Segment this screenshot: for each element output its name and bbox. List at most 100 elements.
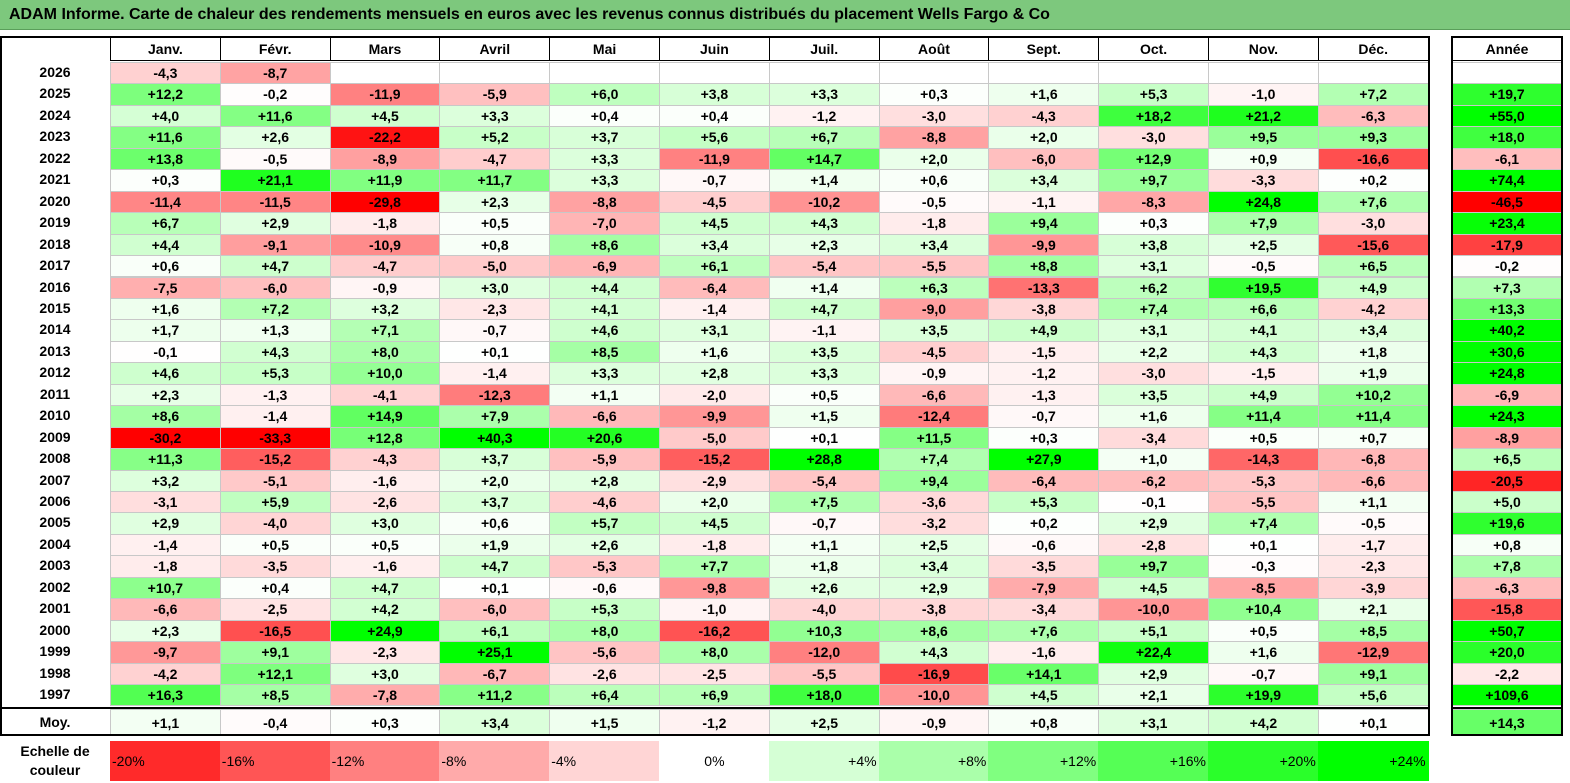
- heatmap-cell: +3,3: [549, 362, 660, 385]
- heatmap-cell: -1,2: [988, 362, 1100, 385]
- heatmap-cell: -7,8: [329, 684, 441, 707]
- heatmap-cell: +1,9: [1317, 362, 1429, 385]
- year-label: 2024: [39, 106, 71, 123]
- month-header: Juin: [659, 37, 770, 61]
- heatmap-cell: +3,2: [329, 297, 441, 321]
- heatmap-cell: -1,6: [329, 555, 441, 578]
- heatmap-cell: -1,3: [219, 383, 331, 407]
- heatmap-cell: +2,1: [1098, 684, 1209, 707]
- heatmap-cell: -12,3: [439, 383, 551, 407]
- heatmap-cell: +0,5: [768, 383, 880, 407]
- heatmap-cell: +8,6: [878, 619, 990, 643]
- heatmap-cell: +0,8: [439, 233, 551, 257]
- heatmap-cell: -16,5: [219, 619, 331, 643]
- year-label: 2014: [39, 321, 71, 338]
- annual-cell: +7,8: [1452, 555, 1562, 578]
- annual-cell: -0,2: [1452, 255, 1562, 278]
- heatmap-cell: -4,2: [1317, 297, 1429, 321]
- annual-cell: -2,2: [1452, 662, 1562, 686]
- heatmap-cell: +11,4: [1208, 405, 1319, 428]
- average-cell: -0,4: [219, 708, 331, 735]
- heatmap-cell: -2,6: [329, 491, 441, 514]
- heatmap-cell: +14,7: [768, 147, 880, 171]
- heatmap-cell: -1,5: [1208, 362, 1319, 385]
- heatmap-cell: +9,4: [988, 212, 1100, 235]
- heatmap-cell: -8,8: [549, 190, 660, 214]
- heatmap-cell: +10,3: [768, 619, 880, 643]
- annual-cell: +24,3: [1452, 405, 1562, 428]
- heatmap-cell: -4,0: [219, 512, 331, 535]
- heatmap-cell: +2,0: [878, 147, 990, 171]
- heatmap-cell: -4,1: [329, 383, 441, 407]
- heatmap-cell: +18,2: [1098, 104, 1209, 128]
- heatmap-cell: [1098, 62, 1209, 85]
- heatmap-cell: -9,9: [988, 233, 1100, 257]
- heatmap-cell: [1208, 62, 1319, 85]
- heatmap-cell: -7,0: [549, 212, 660, 235]
- heatmap-cell: -15,6: [1317, 233, 1429, 257]
- average-separator-annual: [1451, 706, 1563, 709]
- heatmap-cell: +1,8: [1317, 340, 1429, 364]
- heatmap-cell: +0,5: [1208, 426, 1319, 450]
- annual-cell: +74,4: [1452, 169, 1562, 192]
- heatmap-cell: +5,3: [549, 598, 660, 621]
- heatmap-cell: +5,6: [1317, 684, 1429, 707]
- heatmap-cell: +9,5: [1208, 126, 1319, 149]
- heatmap-cell: -9,1: [219, 233, 331, 257]
- heatmap-cell: +1,6: [988, 83, 1100, 106]
- heatmap-cell: +1,4: [768, 169, 880, 192]
- heatmap-cell: +0,9: [1208, 147, 1319, 171]
- annual-cell: +7,3: [1452, 276, 1562, 299]
- heatmap-cell: +40,3: [439, 426, 551, 450]
- heatmap-cell: -5,5: [768, 662, 880, 686]
- year-label: 2020: [39, 192, 71, 209]
- heatmap-cell: -2,0: [659, 383, 770, 407]
- heatmap-cell: -2,3: [439, 297, 551, 321]
- heatmap-cell: -6,0: [988, 147, 1100, 171]
- heatmap-cell: +4,3: [878, 641, 990, 664]
- heatmap-cell: +3,8: [659, 83, 770, 106]
- year-label: 2013: [39, 342, 71, 359]
- heatmap-cell: +7,2: [1317, 83, 1429, 106]
- heatmap-cell: -1,2: [768, 104, 880, 128]
- heatmap-cell: -6,0: [439, 598, 551, 621]
- year-label: 2001: [39, 600, 71, 617]
- heatmap-cell: [329, 62, 441, 85]
- heatmap-cell: -6,4: [659, 276, 770, 299]
- heatmap-cell: -10,0: [1098, 598, 1209, 621]
- year-label: 2005: [39, 514, 71, 531]
- heatmap-cell: +6,7: [768, 126, 880, 149]
- heatmap-cell: -0,7: [439, 319, 551, 342]
- heatmap-cell: +5,7: [549, 512, 660, 535]
- annual-cell: -20,5: [1452, 469, 1562, 492]
- chart-title: ADAM Informe. Carte de chaleur des rende…: [9, 6, 1050, 23]
- heatmap-cell: -1,4: [219, 405, 331, 428]
- heatmap-cell: +2,3: [110, 619, 221, 643]
- heatmap-cell: +12,2: [110, 83, 221, 106]
- heatmap-cell: -4,2: [110, 662, 221, 686]
- heatmap-cell: -2,5: [659, 662, 770, 686]
- heatmap-cell: +3,4: [659, 233, 770, 257]
- heatmap-cell: +9,1: [1317, 662, 1429, 686]
- heatmap-cell: +21,1: [219, 169, 331, 192]
- heatmap-cell: -5,5: [1208, 491, 1319, 514]
- average-separator: [0, 706, 1430, 709]
- month-header: Juil.: [768, 37, 880, 61]
- heatmap-cell: -6,6: [549, 405, 660, 428]
- heatmap-cell: -6,8: [1317, 448, 1429, 471]
- heatmap-cell: +3,1: [659, 319, 770, 342]
- month-header: Avril: [439, 37, 551, 61]
- heatmap-cell: -8,5: [1208, 576, 1319, 600]
- annual-cell: +20,0: [1452, 641, 1562, 664]
- heatmap-cell: +0,3: [878, 83, 990, 106]
- heatmap-cell: +8,8: [988, 255, 1100, 278]
- average-cell: +0,8: [988, 708, 1100, 735]
- year-label: 2007: [39, 471, 71, 488]
- heatmap-cell: -6,6: [878, 383, 990, 407]
- heatmap-cell: +14,9: [329, 405, 441, 428]
- heatmap-cell: -5,1: [219, 469, 331, 492]
- heatmap-cell: -16,2: [659, 619, 770, 643]
- heatmap-cell: +2,0: [659, 491, 770, 514]
- heatmap-cell: -3,8: [878, 598, 990, 621]
- heatmap-cell: -3,3: [1208, 169, 1319, 192]
